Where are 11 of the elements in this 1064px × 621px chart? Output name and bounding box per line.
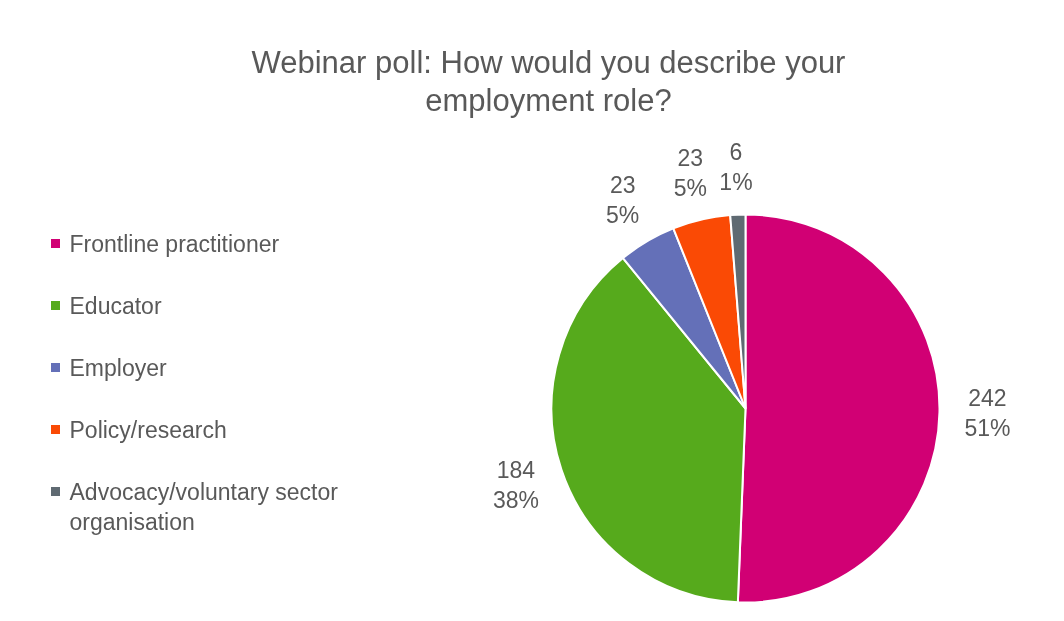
data-label: 242 51% (964, 385, 1011, 442)
legend-label: Educator (69, 292, 162, 319)
legend-label: Frontline practitioner (69, 230, 280, 257)
legend-label: Advocacy/voluntary sector organisation (69, 478, 339, 535)
data-label: 23 5% (606, 172, 640, 228)
legend-label: Policy/research (69, 416, 227, 443)
data-label: 23 5% (673, 144, 707, 201)
legend-label: Employer (69, 354, 167, 381)
data-label: 184 38% (492, 457, 539, 514)
chart-title: Webinar poll: How would you describe your employment role? (251, 45, 846, 118)
data-label: 6 1% (719, 138, 753, 195)
